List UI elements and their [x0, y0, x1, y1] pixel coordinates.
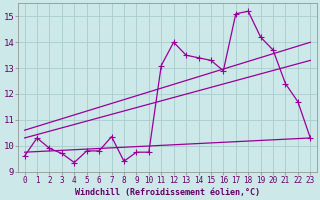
X-axis label: Windchill (Refroidissement éolien,°C): Windchill (Refroidissement éolien,°C) — [75, 188, 260, 197]
